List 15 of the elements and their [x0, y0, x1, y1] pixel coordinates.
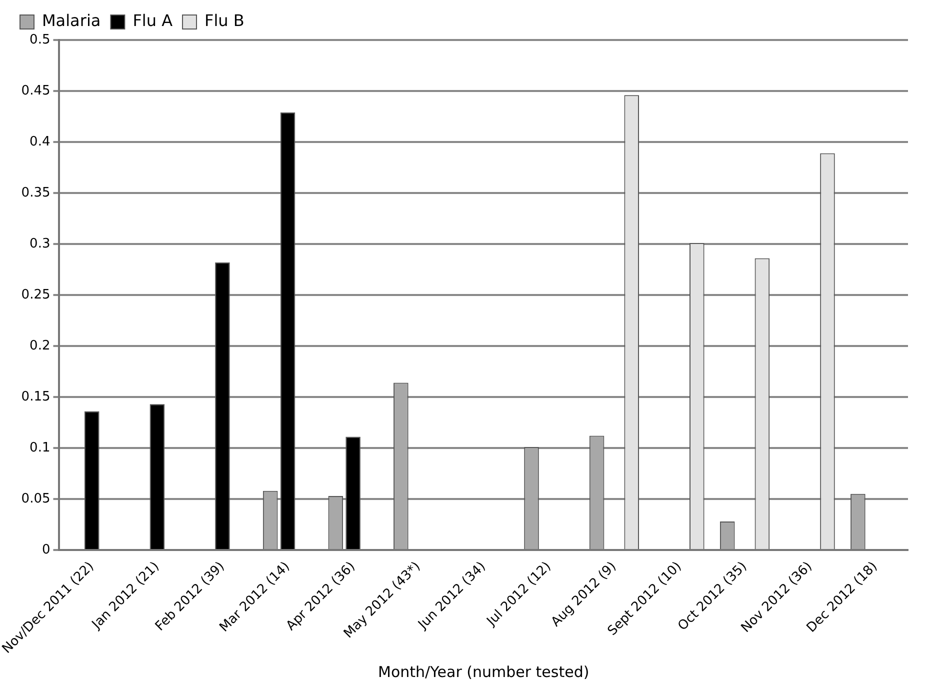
legend-label: Malaria	[42, 11, 101, 30]
y-tick-label: 0.3	[30, 236, 50, 252]
legend-label: Flu A	[132, 11, 173, 30]
y-tick-label: 0.05	[21, 491, 50, 506]
legend-label: Flu B	[204, 11, 244, 30]
y-tick-label: 0.5	[30, 32, 50, 48]
x-axis-title: Month/Year (number tested)	[378, 662, 590, 681]
y-tick-label: 0	[42, 542, 50, 558]
y-tick-label: 0.45	[21, 83, 50, 98]
y-tick-label: 0.35	[21, 185, 50, 200]
y-tick-label: 0.1	[30, 440, 50, 456]
y-tick-label: 0.15	[21, 389, 50, 404]
y-tick-label: 0.25	[21, 287, 50, 302]
y-tick-label: 0.4	[30, 134, 50, 150]
y-tick-label: 0.2	[30, 338, 50, 354]
